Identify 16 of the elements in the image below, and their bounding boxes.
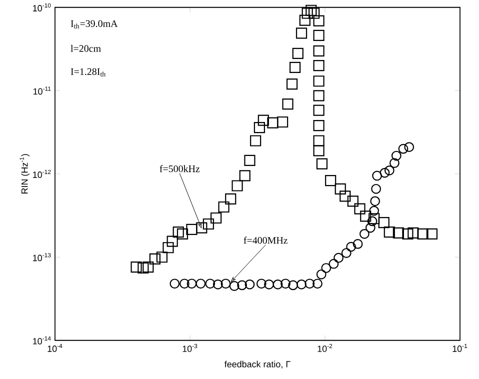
annotation: l=20cm <box>70 44 101 52</box>
x-axis-title: feedback ratio, Γ <box>224 360 290 368</box>
annotation: I$_{th}$=39.0mA <box>70 20 118 28</box>
annotation: I=1.28I$_{th}$ <box>70 68 106 76</box>
x-tick-label: 10$^{-2}$ <box>318 344 332 352</box>
y-tick-label: 10$^{-13}$ <box>33 252 51 261</box>
y-tick-label: 10$^{-10}$ <box>33 3 51 12</box>
x-tick-label: 10$^{-4}$ <box>48 344 62 352</box>
x-tick-label: 10$^{-3}$ <box>182 344 198 352</box>
y-tick-label: 10$^{-12}$ <box>33 170 51 178</box>
annotation: f=400MHz <box>244 236 288 244</box>
x-tick-label: 10$^{-1}$ <box>452 344 468 352</box>
annotation: f=500kHz <box>160 164 200 172</box>
y-tick-label: 10$^{-14}$ <box>33 336 51 344</box>
y-axis-title: RIN (Hz$^{-1}$) <box>20 154 30 194</box>
y-tick-label: 10$^{-11}$ <box>33 86 51 94</box>
